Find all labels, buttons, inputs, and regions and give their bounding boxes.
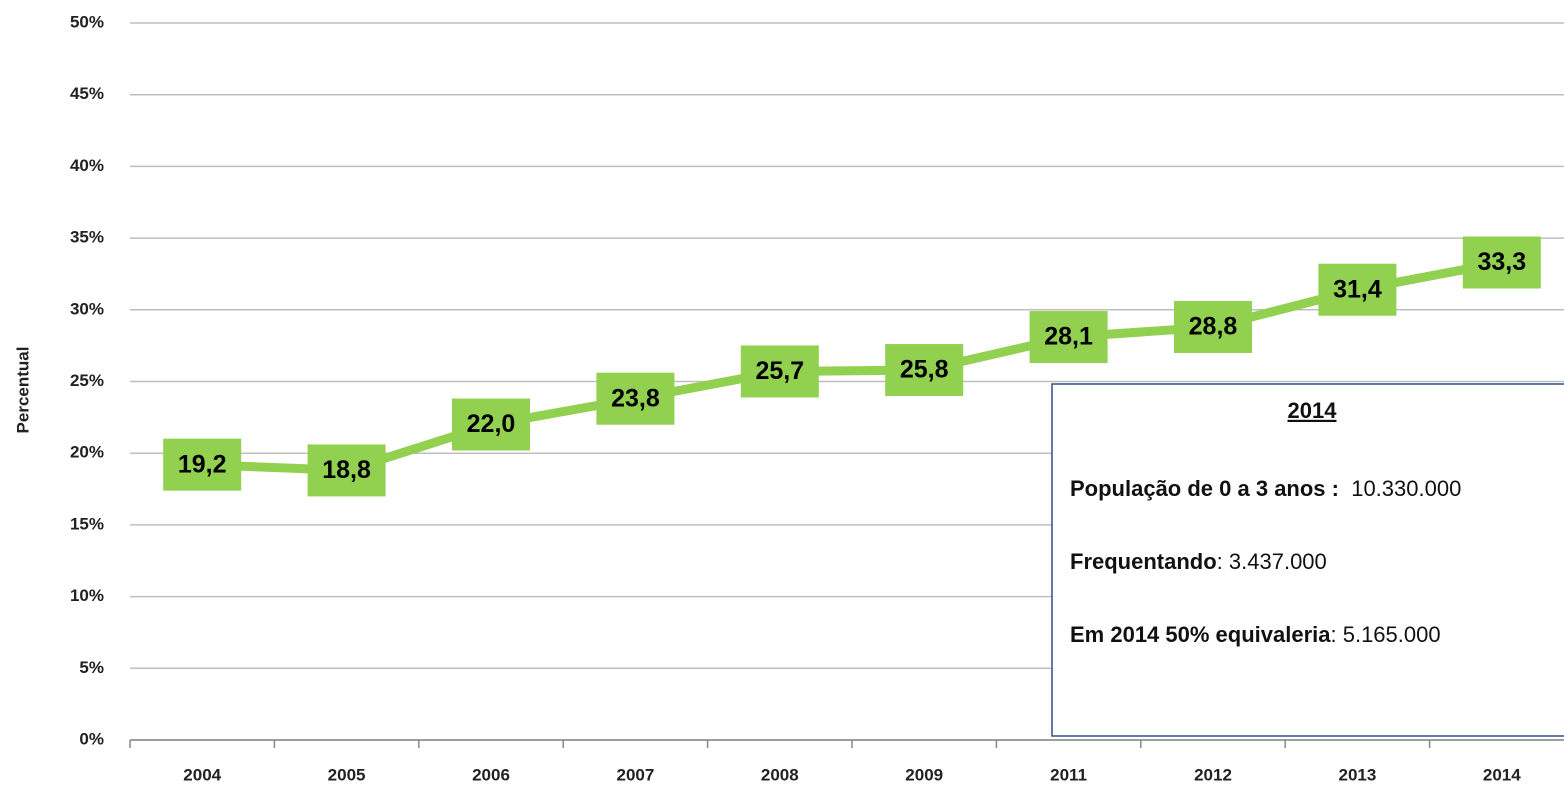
data-label-box	[163, 438, 242, 491]
data-label-box	[740, 345, 819, 398]
data-label-box	[1029, 311, 1108, 364]
data-label-box	[596, 372, 675, 425]
y-tick-label: 40%	[70, 156, 104, 175]
x-tick-label: 2013	[1338, 765, 1376, 784]
annotation-title: 2014	[1288, 398, 1338, 423]
x-tick-label: 2008	[761, 765, 799, 784]
x-tick-label: 2006	[472, 765, 510, 784]
annotation-box: 2014 População de 0 a 3 anos : 10.330.00…	[1051, 383, 1564, 737]
x-tick-label: 2014	[1483, 765, 1521, 784]
y-tick-label: 35%	[70, 228, 104, 247]
data-label: 33,3	[1477, 248, 1526, 276]
data-label-box	[452, 398, 530, 451]
x-tick-label: 2005	[328, 765, 366, 784]
y-tick-label: 15%	[70, 514, 104, 533]
annotation-frame	[1051, 383, 1564, 737]
y-axis-label: Percentual	[13, 347, 32, 434]
data-label: 19,2	[178, 450, 227, 478]
y-tick-label: 25%	[70, 371, 104, 390]
data-label: 28,8	[1189, 313, 1238, 341]
x-tick-label: 2007	[616, 765, 654, 784]
data-label-box	[1174, 301, 1252, 354]
x-tick-label: 2004	[183, 765, 221, 784]
x-tick-label: 2009	[905, 765, 943, 784]
y-tick-label: 50%	[70, 12, 104, 31]
annotation-value: : 5.165.000	[1331, 622, 1441, 647]
annotation-line: Em 2014 50% equivaleria: 5.165.000	[1070, 622, 1441, 647]
data-label: 25,8	[900, 356, 949, 384]
data-label: 31,4	[1333, 275, 1382, 303]
data-label: 22,0	[467, 410, 516, 438]
y-tick-label: 20%	[70, 443, 104, 462]
annotation-value: : 3.437.000	[1217, 549, 1327, 574]
data-label-box	[307, 444, 386, 497]
annotation-label: Frequentando	[1070, 549, 1217, 574]
x-tick-label: 2012	[1194, 765, 1232, 784]
data-label: 18,8	[322, 456, 371, 484]
data-label: 23,8	[611, 384, 660, 412]
annotation-value: 10.330.000	[1339, 476, 1461, 501]
x-tick-label: 2011	[1050, 765, 1087, 784]
y-tick-label: 10%	[70, 586, 104, 605]
data-label: 28,1	[1044, 323, 1093, 351]
data-label: 25,7	[755, 357, 804, 385]
y-tick-label: 5%	[79, 658, 104, 677]
annotation-label: População de 0 a 3 anos :	[1070, 476, 1339, 501]
data-label-box	[1318, 263, 1397, 316]
data-line	[202, 258, 1503, 475]
annotation-line: População de 0 a 3 anos : 10.330.000	[1070, 476, 1461, 501]
annotation-line: Frequentando: 3.437.000	[1070, 549, 1327, 574]
y-tick-label: 30%	[70, 299, 104, 318]
data-label-box	[1462, 236, 1541, 289]
annotation-label: Em 2014 50% equivaleria	[1070, 622, 1331, 647]
data-label-box	[885, 344, 964, 397]
y-tick-label: 45%	[70, 84, 104, 103]
y-tick-label: 0%	[79, 729, 104, 748]
